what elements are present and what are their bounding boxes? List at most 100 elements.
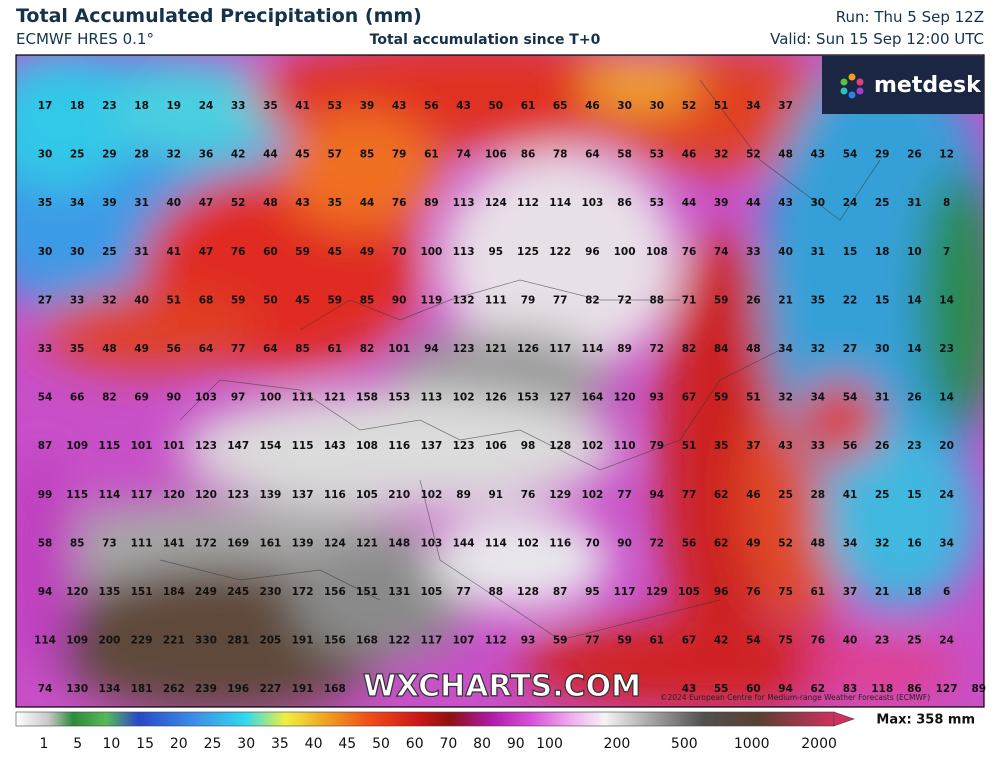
- grid-value: 93: [521, 635, 536, 647]
- grid-value: 123: [227, 489, 249, 501]
- grid-value: 121: [324, 392, 346, 404]
- grid-value: 50: [488, 100, 503, 112]
- grid-value: 229: [131, 635, 153, 647]
- grid-value: 35: [70, 343, 85, 355]
- grid-value: 34: [939, 537, 954, 549]
- grid-value: 74: [38, 683, 53, 695]
- grid-value: 77: [617, 489, 632, 501]
- grid-value: 43: [682, 683, 697, 695]
- grid-value: 66: [70, 392, 85, 404]
- grid-value: 69: [134, 392, 149, 404]
- grid-value: 115: [98, 440, 120, 452]
- grid-value: 90: [392, 294, 407, 306]
- grid-value: 126: [517, 343, 539, 355]
- grid-value: 59: [327, 294, 342, 306]
- grid-value: 8: [943, 197, 950, 209]
- grid-value: 24: [843, 197, 858, 209]
- grid-value: 109: [66, 635, 88, 647]
- model: ECMWF HRES 0.1°: [16, 30, 154, 48]
- grid-value: 62: [714, 489, 729, 501]
- grid-value: 156: [324, 586, 346, 598]
- grid-value: 124: [485, 197, 507, 209]
- grid-value: 51: [714, 100, 729, 112]
- grid-value: 100: [614, 246, 636, 258]
- grid-value: 41: [843, 489, 858, 501]
- grid-value: 109: [66, 440, 88, 452]
- grid-value: 141: [163, 537, 185, 549]
- colorbar-label: 90: [507, 736, 525, 752]
- grid-value: 112: [485, 635, 507, 647]
- grid-value: 131: [388, 586, 410, 598]
- grid-value: 61: [810, 586, 825, 598]
- grid-value: 144: [453, 537, 475, 549]
- grid-value: 49: [746, 537, 761, 549]
- grid-value: 18: [875, 246, 890, 258]
- run-time: Run: Thu 5 Sep 12Z: [836, 8, 984, 26]
- grid-value: 25: [778, 489, 793, 501]
- grid-value: 42: [231, 149, 246, 161]
- grid-value: 148: [388, 537, 410, 549]
- grid-value: 143: [324, 440, 346, 452]
- grid-value: 15: [907, 489, 922, 501]
- grid-value: 113: [420, 392, 442, 404]
- grid-value: 18: [70, 100, 85, 112]
- grid-value: 110: [614, 440, 636, 452]
- colorbar-labels: 1 5 10 15 20 25 30 35 40 45 50 60 70 80 90 100 200 500 100…: [40, 736, 837, 752]
- grid-value: 19: [166, 100, 181, 112]
- grid-value: 70: [585, 537, 600, 549]
- grid-value: 32: [102, 294, 117, 306]
- grid-value: 51: [682, 440, 697, 452]
- grid-value: 24: [939, 635, 954, 647]
- grid-value: 40: [134, 294, 149, 306]
- grid-value: 24: [939, 489, 954, 501]
- grid-value: 49: [360, 246, 375, 258]
- grid-value: 113: [453, 246, 475, 258]
- grid-value: 25: [102, 246, 117, 258]
- grid-value: 122: [388, 635, 410, 647]
- colorbar-label: 30: [237, 736, 255, 752]
- grid-value: 105: [420, 586, 442, 598]
- grid-value: 85: [360, 294, 375, 306]
- grid-value: 156: [324, 635, 346, 647]
- grid-value: 121: [356, 537, 378, 549]
- grid-value: 59: [295, 246, 310, 258]
- grid-value: 121: [485, 343, 507, 355]
- grid-value: 94: [649, 489, 664, 501]
- grid-value: 39: [102, 197, 117, 209]
- grid-value: 43: [778, 197, 793, 209]
- grid-value: 52: [231, 197, 246, 209]
- copyright: ©2024 European Centre for Medium-range W…: [660, 693, 930, 702]
- colorbar-label: 10: [102, 736, 120, 752]
- grid-value: 31: [810, 246, 825, 258]
- grid-value: 35: [714, 440, 729, 452]
- grid-value: 117: [614, 586, 636, 598]
- grid-value: 102: [581, 440, 603, 452]
- colorbar-label: 50: [372, 736, 390, 752]
- grid-value: 61: [649, 635, 664, 647]
- grid-value: 44: [263, 149, 278, 161]
- grid-value: 191: [292, 635, 314, 647]
- grid-value: 120: [614, 392, 636, 404]
- grid-value: 82: [585, 294, 600, 306]
- grid-value: 94: [38, 586, 53, 598]
- colorbar-label: 45: [338, 736, 356, 752]
- grid-value: 74: [714, 246, 729, 258]
- grid-value: 30: [649, 100, 664, 112]
- grid-value: 32: [778, 392, 793, 404]
- grid-value: 100: [259, 392, 281, 404]
- grid-value: 114: [549, 197, 571, 209]
- grid-value: 127: [549, 392, 571, 404]
- colorbar-label: 500: [671, 736, 698, 752]
- grid-value: 48: [746, 343, 761, 355]
- grid-value: 58: [617, 149, 632, 161]
- grid-value: 107: [453, 635, 475, 647]
- grid-value: 111: [485, 294, 507, 306]
- grid-value: 62: [810, 683, 825, 695]
- grid-value: 50: [263, 294, 278, 306]
- grid-value: 123: [195, 440, 217, 452]
- grid-value: 37: [778, 100, 793, 112]
- grid-value: 153: [517, 392, 539, 404]
- grid-value: 75: [778, 586, 793, 598]
- grid-value: 196: [227, 683, 249, 695]
